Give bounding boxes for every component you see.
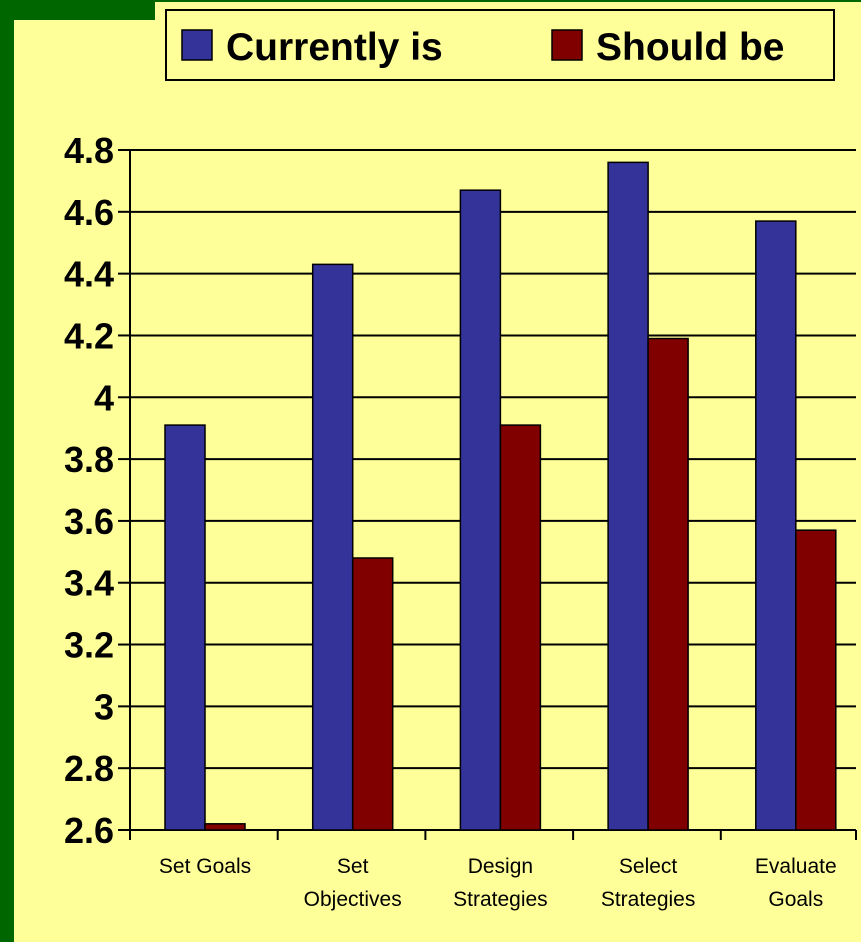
- y-tick-label: 4.6: [64, 192, 114, 233]
- y-tick-label: 4.4: [64, 254, 114, 295]
- bar-currently-is: [459, 189, 502, 831]
- y-tick-label: 3.6: [64, 501, 114, 542]
- y-tick-label: 3.8: [64, 439, 114, 480]
- legend-swatch-currently-is: [181, 29, 213, 61]
- y-tick-label: 2.6: [64, 810, 114, 851]
- y-tick-label: 3.2: [64, 625, 114, 666]
- bar-currently-is: [607, 161, 649, 831]
- bar-currently-is: [164, 424, 206, 831]
- legend-label-currently-is: Currently is: [226, 26, 443, 69]
- frame-top-line: [0, 0, 861, 2]
- x-category-label: Design Strategies: [453, 855, 548, 911]
- legend-swatch-should-be: [551, 29, 583, 61]
- legend-box: [165, 9, 835, 81]
- y-tick-label: 4.2: [64, 315, 114, 356]
- bar-currently-is: [311, 263, 354, 831]
- y-tick-label: 3: [94, 686, 114, 727]
- bar-should-be: [795, 529, 837, 831]
- frame-top-band: [0, 0, 155, 20]
- bar-currently-is: [755, 220, 797, 831]
- x-category-label: Evaluate Goals: [755, 855, 837, 911]
- y-tick-label: 4.8: [64, 130, 114, 171]
- legend-label-should-be: Should be: [596, 26, 785, 69]
- frame-left-edge: [0, 0, 14, 942]
- x-category-label: Set Objectives: [304, 855, 402, 911]
- y-tick-label: 4: [94, 377, 114, 418]
- bar-should-be: [351, 557, 394, 831]
- x-category-label: Select Strategies: [601, 855, 696, 911]
- y-tick-label: 3.4: [64, 563, 114, 604]
- legend: Currently is Should be: [165, 9, 835, 81]
- x-category-label: Set Goals: [159, 855, 251, 878]
- y-tick-label: 2.8: [64, 748, 114, 789]
- bar-should-be: [204, 823, 246, 831]
- bar-should-be: [499, 424, 542, 831]
- bar-should-be: [647, 337, 689, 831]
